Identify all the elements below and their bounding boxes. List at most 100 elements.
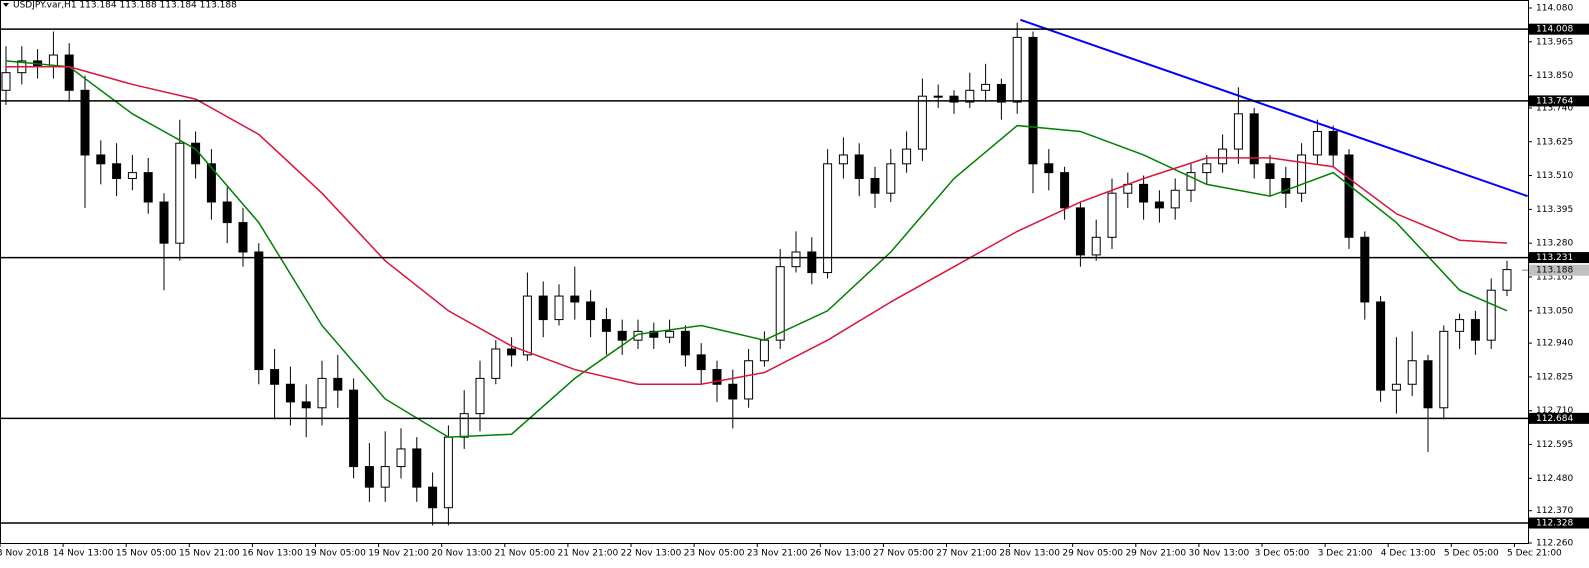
- candle-body: [80, 89, 90, 156]
- y-tick-label: 113.050: [1536, 306, 1573, 316]
- x-tick-label: 20 Nov 13:00: [431, 549, 492, 559]
- y-tick-label: 112.480: [1536, 474, 1573, 484]
- menu-arrow[interactable]: [3, 3, 9, 7]
- level-label: 114.008: [1536, 25, 1573, 35]
- candle-body: [1170, 189, 1180, 209]
- candle-body: [854, 154, 864, 179]
- candle-body: [696, 354, 706, 371]
- candle-body: [1360, 236, 1370, 303]
- candle-body: [175, 142, 185, 244]
- candle-body: [222, 201, 232, 224]
- candle-body: [823, 163, 833, 274]
- candle-body: [1139, 183, 1149, 203]
- x-tick-label: 26 Nov 13:00: [810, 549, 871, 559]
- candle-body: [191, 142, 201, 165]
- candle-body: [301, 401, 311, 409]
- candle-body: [570, 295, 580, 303]
- level-label: 113.231: [1536, 253, 1573, 263]
- candle-body: [870, 177, 880, 194]
- y-tick-label: 113.850: [1536, 71, 1573, 81]
- candle-body: [143, 172, 153, 203]
- candle-body: [1218, 148, 1228, 165]
- candle-body: [443, 436, 453, 509]
- candle-body: [333, 377, 343, 391]
- level-label-bg: [1529, 412, 1589, 424]
- y-tick-label: 112.595: [1536, 440, 1573, 450]
- x-tick-label: 15 Nov 21:00: [179, 549, 240, 559]
- candle-body: [1328, 130, 1338, 156]
- candle-body: [1075, 207, 1085, 256]
- candle-body: [238, 222, 248, 253]
- current-price-label: 113.188: [1536, 266, 1573, 276]
- x-tick-label: 29 Nov 05:00: [1062, 549, 1123, 559]
- x-tick-label: 28 Nov 13:00: [999, 549, 1060, 559]
- level-label: 113.764: [1536, 96, 1573, 106]
- candle-body: [902, 148, 912, 165]
- y-tick-label: 112.260: [1536, 539, 1573, 549]
- candle-body: [838, 154, 848, 165]
- candle-body: [459, 413, 469, 438]
- plot-frame: [0, 0, 1529, 544]
- candle-body: [507, 348, 517, 356]
- chart-title: USDJPY.var,H1 113.184 113.188 113.184 11…: [13, 1, 237, 11]
- trendline: [1020, 18, 1528, 198]
- candle-body: [127, 172, 137, 179]
- x-tick-label: 16 Nov 13:00: [242, 549, 303, 559]
- candle-body: [159, 201, 169, 244]
- candle-body: [522, 295, 532, 356]
- candle-body: [996, 83, 1006, 103]
- x-tick-label: 3 Dec 21:00: [1318, 549, 1373, 559]
- y-tick-label: 112.825: [1536, 372, 1573, 382]
- candle-body: [775, 266, 785, 341]
- level-label-bg: [1529, 95, 1589, 107]
- candle-body: [1470, 319, 1480, 341]
- candle-body: [1486, 289, 1496, 341]
- candle-body: [586, 301, 596, 321]
- candle-body: [96, 154, 106, 165]
- candle-body: [981, 83, 991, 91]
- candle-body: [1312, 130, 1322, 156]
- candle-body: [364, 466, 374, 488]
- x-tick-label: 30 Nov 13:00: [1189, 549, 1250, 559]
- y-tick-label: 113.280: [1536, 239, 1573, 249]
- candle-body: [933, 95, 943, 98]
- candle-body: [965, 89, 975, 103]
- candle-body: [728, 383, 738, 400]
- candle-body: [254, 251, 264, 371]
- candle-body: [349, 389, 359, 468]
- candle-body: [791, 251, 801, 268]
- moving-average: [6, 66, 1508, 386]
- x-tick-label: 19 Nov 21:00: [368, 549, 429, 559]
- x-tick-label: 13 Nov 2018: [0, 549, 49, 559]
- y-tick-label: 113.165: [1536, 272, 1573, 282]
- candle-body: [554, 295, 564, 321]
- x-tick-label: 5 Dec 21:00: [1507, 549, 1562, 559]
- candle-body: [491, 348, 501, 379]
- candle-body: [1407, 360, 1417, 385]
- x-tick-label: 22 Nov 13:00: [621, 549, 682, 559]
- candle-body: [1154, 201, 1164, 209]
- candle-body: [112, 163, 122, 179]
- candle-body: [601, 319, 611, 332]
- candle-body: [428, 486, 438, 509]
- y-tick-label: 112.370: [1536, 506, 1573, 516]
- candle-body: [1202, 163, 1212, 174]
- candle-body: [285, 383, 295, 403]
- x-tick-label: 23 Nov 21:00: [747, 549, 808, 559]
- x-tick-label: 29 Nov 21:00: [1125, 549, 1186, 559]
- y-tick-label: 113.625: [1536, 137, 1573, 147]
- candle-body: [1455, 319, 1465, 332]
- x-tick-label: 21 Nov 21:00: [558, 549, 619, 559]
- candle-body: [412, 448, 422, 488]
- y-tick-label: 113.965: [1536, 37, 1573, 47]
- candle-body: [1012, 36, 1022, 103]
- candle-body: [917, 95, 927, 150]
- candle-body: [712, 369, 722, 385]
- candle-body: [396, 448, 406, 468]
- level-label: 112.684: [1536, 414, 1573, 424]
- candle-body: [1265, 163, 1275, 179]
- candle-body: [744, 360, 754, 400]
- candle-body: [475, 377, 485, 415]
- candle-body: [759, 339, 769, 362]
